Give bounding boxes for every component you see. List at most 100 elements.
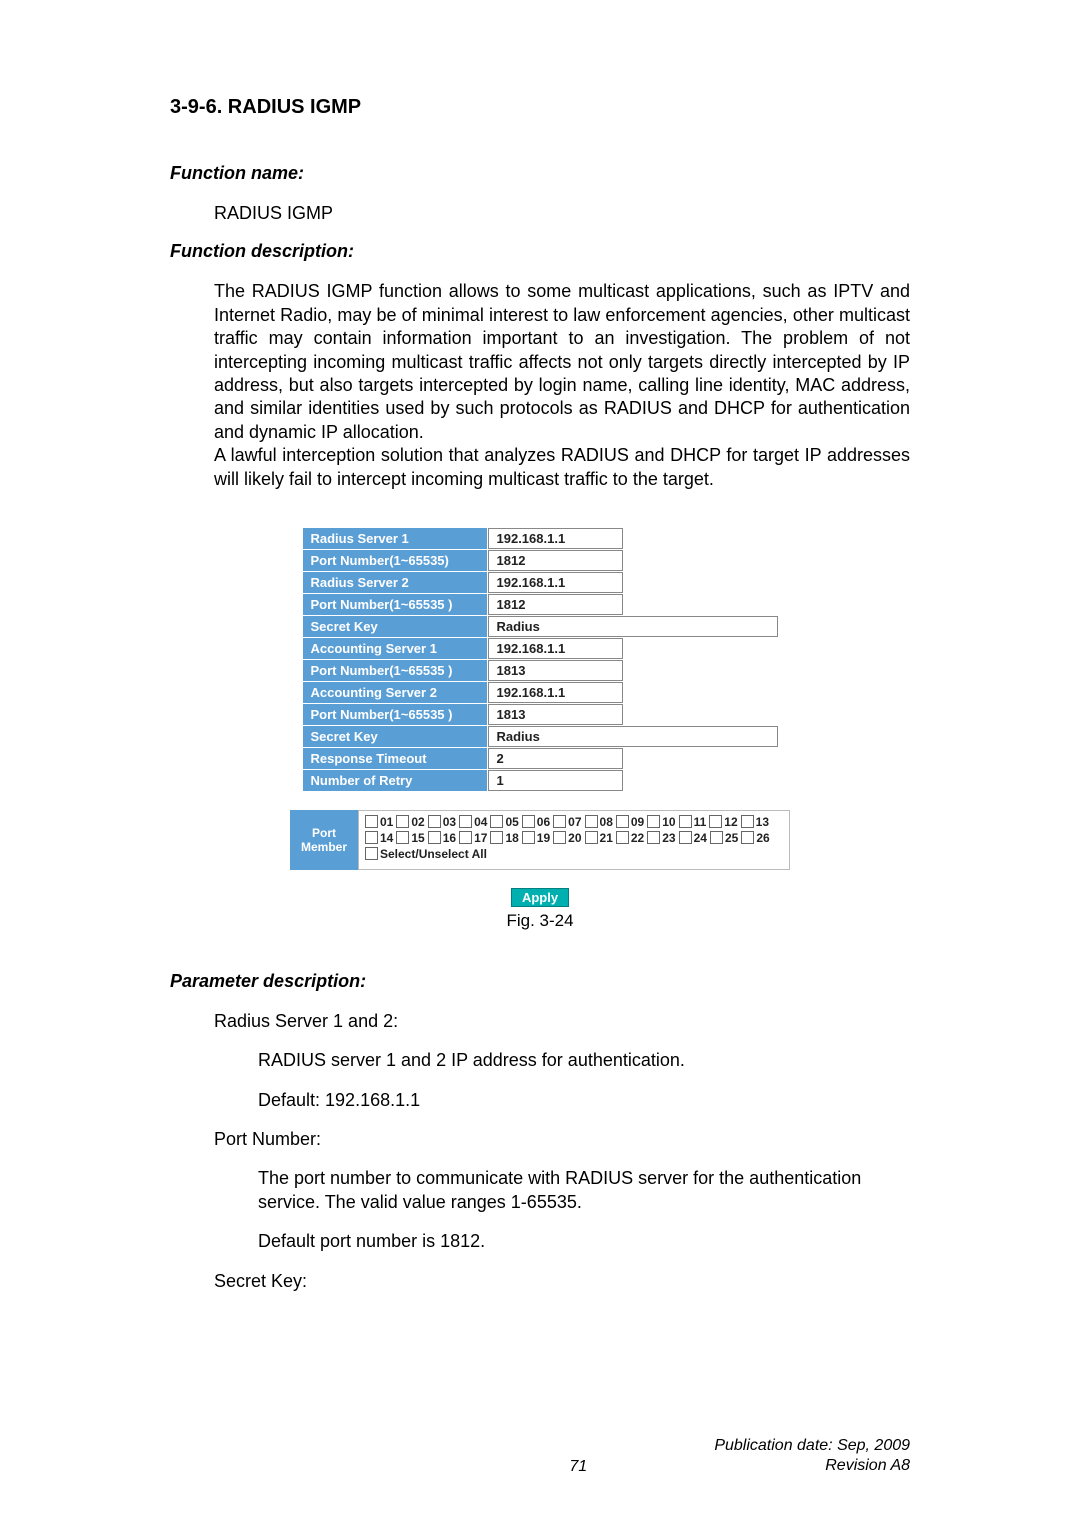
config-row-input[interactable]: 192.168.1.1 [488,638,623,659]
port-checkbox-23[interactable]: 23 [647,831,675,845]
config-table: Radius Server 1192.168.1.1Port Number(1~… [302,527,779,792]
figure-caption: Fig. 3-24 [170,911,910,931]
config-row-spacer [624,572,778,593]
select-all-checkbox[interactable]: Select/Unselect All [365,847,487,861]
config-row: Port Number(1~65535)1812 [303,550,778,571]
port-checkbox-15[interactable]: 15 [396,831,424,845]
config-row-input[interactable]: Radius [488,726,778,747]
checkbox-icon [522,831,535,844]
config-row-input[interactable]: 1812 [488,550,623,571]
port-checkbox-20[interactable]: 20 [553,831,581,845]
checkbox-icon [553,815,566,828]
port-checkbox-label: 21 [600,831,613,845]
config-row-label: Secret Key [303,616,487,637]
function-description-p2: A lawful interception solution that anal… [214,444,910,491]
config-row-input[interactable]: 2 [488,748,623,769]
checkbox-icon [647,831,660,844]
port-checkbox-05[interactable]: 05 [490,815,518,829]
port-checkbox-14[interactable]: 14 [365,831,393,845]
port-checkbox-21[interactable]: 21 [585,831,613,845]
config-row-spacer [624,660,778,681]
port-checkbox-22[interactable]: 22 [616,831,644,845]
config-row-spacer [624,550,778,571]
port-checkbox-26[interactable]: 26 [741,831,769,845]
port-checkbox-02[interactable]: 02 [396,815,424,829]
config-row-label: Port Number(1~65535 ) [303,660,487,681]
config-row-label: Radius Server 1 [303,528,487,549]
checkbox-icon [428,831,441,844]
checkbox-icon [616,815,629,828]
port-member-body: 01020304050607080910111213 1415161718192… [358,810,790,870]
port-member-label: PortMember [290,810,358,870]
config-row-input[interactable]: 1813 [488,660,623,681]
config-row-label: Number of Retry [303,770,487,791]
config-row-spacer [624,748,778,769]
port-checkbox-13[interactable]: 13 [741,815,769,829]
publication-date: Publication date: Sep, 2009 [714,1436,910,1456]
port-checkbox-17[interactable]: 17 [459,831,487,845]
apply-button[interactable]: Apply [511,888,569,907]
port-checkbox-label: 18 [505,831,518,845]
port-row-1: 0102 03 04 05 06 07 08 0910 11 12 13 [365,815,783,829]
port-checkbox-08[interactable]: 08 [585,815,613,829]
checkbox-icon [459,831,472,844]
port-checkbox-label: 23 [662,831,675,845]
checkbox-icon [741,831,754,844]
checkbox-icon [709,815,722,828]
config-row-label: Response Timeout [303,748,487,769]
port-checkbox-07[interactable]: 07 [553,815,581,829]
port-checkbox-18[interactable]: 18 [490,831,518,845]
port-checkbox-label: 09 [631,815,644,829]
param-radius-server-line1: RADIUS server 1 and 2 IP address for aut… [258,1049,910,1072]
checkbox-icon [396,831,409,844]
config-row-input[interactable]: 1813 [488,704,623,725]
port-checkbox-10[interactable]: 10 [647,815,675,829]
port-checkbox-01[interactable]: 01 [365,815,393,829]
config-row-label: Port Number(1~65535 ) [303,704,487,725]
param-port-number-line1: The port number to communicate with RADI… [258,1167,910,1214]
port-checkbox-label: 08 [600,815,613,829]
port-checkbox-03[interactable]: 03 [428,815,456,829]
port-checkbox-label: 24 [694,831,707,845]
config-row-label: Accounting Server 2 [303,682,487,703]
checkbox-icon [553,831,566,844]
port-checkbox-12[interactable]: 12 [709,815,737,829]
port-checkbox-16[interactable]: 16 [428,831,456,845]
checkbox-icon [490,831,503,844]
config-row-input[interactable]: Radius [488,616,778,637]
function-description-label: Function description: [170,241,910,262]
param-port-number-line2: Default port number is 1812. [258,1230,910,1253]
config-row-input[interactable]: 1812 [488,594,623,615]
page-number: 71 [442,1458,714,1476]
checkbox-icon [365,847,378,860]
port-select-all-row: Select/Unselect All [365,847,783,861]
port-checkbox-19[interactable]: 19 [522,831,550,845]
port-checkbox-04[interactable]: 04 [459,815,487,829]
checkbox-icon [679,815,692,828]
config-row-input[interactable]: 192.168.1.1 [488,682,623,703]
port-checkbox-label: 01 [380,815,393,829]
port-checkbox-24[interactable]: 24 [679,831,707,845]
checkbox-icon [365,831,378,844]
checkbox-icon [396,815,409,828]
port-member-panel: PortMember 0102 03 04 05 06 07 08 0910 11 12 13 14… [290,810,790,870]
function-name-value: RADIUS IGMP [214,202,910,225]
port-checkbox-11[interactable]: 11 [679,815,707,829]
port-checkbox-09[interactable]: 09 [616,815,644,829]
config-row: Port Number(1~65535 )1812 [303,594,778,615]
checkbox-icon [490,815,503,828]
config-row-label: Accounting Server 1 [303,638,487,659]
function-description-p1: The RADIUS IGMP function allows to some … [214,280,910,444]
port-checkbox-label: 12 [724,815,737,829]
checkbox-icon [616,831,629,844]
port-checkbox-label: 04 [474,815,487,829]
port-checkbox-label: 03 [443,815,456,829]
config-row-input[interactable]: 192.168.1.1 [488,528,623,549]
port-checkbox-label: 07 [568,815,581,829]
config-row-input[interactable]: 1 [488,770,623,791]
config-row: Radius Server 2192.168.1.1 [303,572,778,593]
port-checkbox-06[interactable]: 06 [522,815,550,829]
port-checkbox-label: 05 [505,815,518,829]
port-checkbox-25[interactable]: 25 [710,831,738,845]
config-row-input[interactable]: 192.168.1.1 [488,572,623,593]
